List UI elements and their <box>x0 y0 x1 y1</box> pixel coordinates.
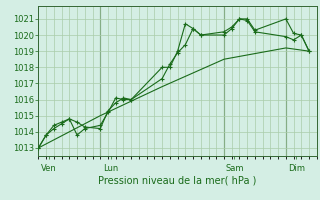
X-axis label: Pression niveau de la mer( hPa ): Pression niveau de la mer( hPa ) <box>99 175 257 185</box>
